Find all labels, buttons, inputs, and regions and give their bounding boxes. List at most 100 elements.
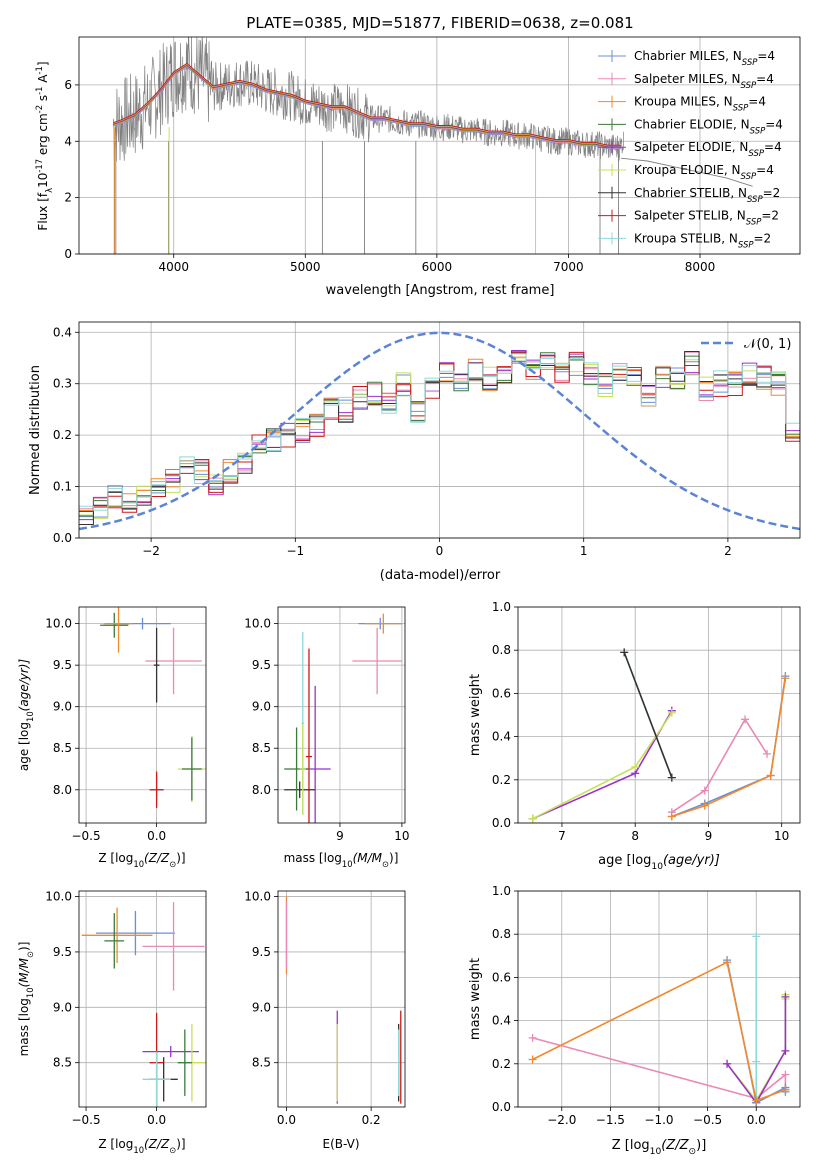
histogram [79, 350, 800, 538]
panel-residuals: −2 −1 0 1 2 0.0 0.1 0.2 0.3 0.4 (data-model)/error… [28, 321, 801, 583]
errorbar-point [182, 737, 202, 801]
errorbar-point [95, 910, 175, 956]
series-marker [700, 786, 709, 795]
legend-entry: Chabrier ELODIE, NSSP=4 [598, 117, 783, 136]
x-axis-label: wavelength [Angstrom, rest frame] [326, 283, 555, 298]
series-marker [741, 715, 750, 724]
legend-label: Salpeter STELIB, NSSP=2 [634, 209, 779, 228]
series-line [532, 961, 786, 1102]
legend-label: Chabrier ELODIE, NSSP=4 [634, 117, 783, 136]
y-tick-label: 1.0 [492, 600, 511, 614]
series-marker [667, 812, 676, 821]
series-line [671, 678, 787, 818]
errorbar-point [145, 627, 202, 695]
plot-area [528, 648, 790, 823]
y-tick-label: 8.0 [53, 783, 72, 797]
x-axis-label: Z [log10(Z/Z⊙)] [98, 1137, 185, 1155]
observed-spectrum [112, 37, 625, 162]
series-marker [781, 1070, 790, 1079]
errorbar-point [100, 612, 129, 638]
series-line [671, 717, 768, 813]
y-tick-label: 9.5 [252, 658, 271, 672]
series-marker [763, 749, 772, 758]
y-tick-label: 0.2 [53, 428, 72, 442]
axes-frame [78, 36, 801, 255]
y-tick-label: 0.4 [492, 1014, 511, 1028]
series-marker [781, 992, 790, 1001]
axes-frame [517, 890, 801, 1108]
axes-frame [78, 890, 207, 1108]
y-tick-label: 9.5 [252, 945, 271, 959]
errorbar-point [284, 781, 316, 799]
series-marker [752, 1057, 761, 1066]
y-axis-label: Normed distribution [28, 365, 43, 495]
observed-spectrum-tail [621, 157, 753, 187]
histogram [79, 351, 800, 538]
histogram [79, 361, 800, 538]
legend-entry: Salpeter ELODIE, NSSP=4 [598, 140, 782, 159]
errorbar-point [142, 1046, 199, 1058]
errorbar-point [81, 907, 153, 963]
series-marker [723, 1059, 732, 1068]
y-tick-label: 10.0 [45, 890, 72, 904]
series-marker [781, 1046, 790, 1055]
y-tick-label: 0.8 [492, 927, 511, 941]
x-tick-label: 9 [705, 829, 713, 843]
errorbar-point [142, 1051, 171, 1107]
errorbar-point [177, 1029, 192, 1096]
series-line [532, 712, 673, 820]
legend: Chabrier MILES, NSSP=4 Salpeter MILES, NS… [598, 49, 783, 250]
legend-label: Chabrier STELIB, NSSP=2 [634, 186, 780, 205]
panel-weight_vs_age: 7 8 9 10 0.0 0.2 0.4 0.6 0.8 1.0 age [log10(age/yr… [468, 600, 801, 872]
series-marker [528, 1055, 537, 1064]
legend-label: Chabrier MILES, NSSP=4 [634, 49, 775, 68]
legend-entry: Chabrier MILES, NSSP=4 [598, 49, 775, 68]
x-axis-label: age [log10(age/yr)] [598, 853, 720, 872]
plot-area [100, 607, 206, 809]
legend-label: Kroupa STELIB, NSSP=2 [634, 231, 771, 250]
series-marker [781, 674, 790, 683]
x-tick-label: 6000 [422, 260, 453, 274]
axes-frame [78, 321, 801, 539]
x-tick-label: 0.0 [147, 1113, 166, 1127]
axes-frame [78, 606, 207, 824]
y-tick-label: 9.5 [53, 945, 72, 959]
y-tick-label: 9.0 [53, 1000, 72, 1014]
legend-entry: Kroupa STELIB, NSSP=2 [598, 231, 771, 250]
errorbar-point [299, 723, 306, 815]
figure-title: PLATE=0385, MJD=51877, FIBERID=0638, z=0… [246, 14, 633, 32]
y-tick-label: 0.1 [53, 480, 72, 494]
series-marker [723, 958, 732, 967]
series-marker [752, 1096, 761, 1105]
x-tick-label: 0.0 [277, 1113, 296, 1127]
panel-spectrum: 4000 5000 6000 7000 8000 0 2 4 6 wavelength [Angs… [34, 36, 801, 298]
legend-label: Kroupa MILES, NSSP=4 [634, 95, 766, 114]
y-tick-label: 0.6 [492, 686, 511, 700]
plot-area [285, 896, 402, 1104]
x-tick-label: −1.5 [596, 1113, 625, 1127]
y-tick-label: 4 [64, 134, 72, 148]
y-axis-label: mass [log10(M/M⊙)] [17, 942, 35, 1057]
y-tick-label: 0.8 [492, 643, 511, 657]
x-tick-label: 0.2 [362, 1113, 381, 1127]
legend-entry: Chabrier STELIB, NSSP=2 [598, 186, 780, 205]
legend: 𝒩(0, 1) [701, 337, 791, 352]
series-marker [528, 814, 537, 823]
panel-age_vs_mass: 9 10 8.0 8.5 9.0 9.5 10.0 mass [log10(M/M⊙)] [244, 606, 410, 869]
x-tick-label: −2 [142, 544, 160, 558]
y-tick-label: 8.5 [53, 1056, 72, 1070]
series-marker [700, 801, 709, 810]
legend-entry: Salpeter STELIB, NSSP=2 [598, 209, 779, 228]
series-marker [667, 773, 676, 782]
y-tick-label: 2 [64, 191, 72, 205]
series-marker [667, 708, 676, 717]
legend-entry: Kroupa ELODIE, NSSP=4 [598, 163, 774, 182]
y-tick-label: 9.0 [252, 700, 271, 714]
panel-age_vs_Z: −0.5 0.0 8.0 8.5 9.0 9.5 10.0 Z [log10(Z/Z⊙)] ag… [17, 606, 207, 869]
series-line [532, 710, 673, 820]
plot-area [528, 932, 790, 1107]
y-tick-label: 9.5 [53, 658, 72, 672]
errorbar-point [142, 902, 205, 991]
x-tick-label: 10 [774, 829, 789, 843]
